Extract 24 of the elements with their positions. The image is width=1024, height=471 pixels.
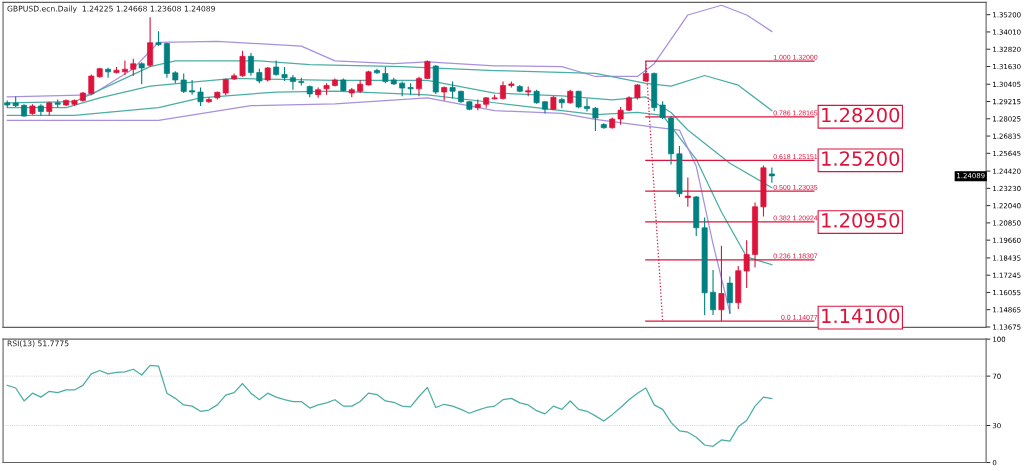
- candlestick: [197, 86, 204, 107]
- candlestick: [726, 276, 733, 315]
- line-series: [6, 77, 773, 189]
- candlestick: [416, 76, 422, 97]
- line-series: [6, 4, 773, 98]
- candlestick: [592, 106, 599, 132]
- candlestick: [105, 67, 112, 79]
- annotation: 1.28200: [822, 107, 900, 123]
- annotation: 1.20950: [822, 212, 900, 228]
- candlestick: [205, 96, 212, 104]
- line-series: [6, 364, 773, 447]
- candlestick: [289, 74, 296, 91]
- candlestick: [239, 50, 246, 78]
- candlestick: [247, 52, 254, 77]
- candlestick: [147, 16, 154, 68]
- annotation: 1.14100: [822, 308, 900, 324]
- candlestick: [710, 269, 716, 316]
- candlestick: [189, 79, 196, 96]
- candlestick: [121, 59, 128, 76]
- candlestick: [584, 97, 590, 113]
- candlestick: [138, 61, 145, 85]
- candlestick: [768, 166, 775, 184]
- annotation: 1.25200: [822, 151, 900, 166]
- line-series: [6, 97, 731, 314]
